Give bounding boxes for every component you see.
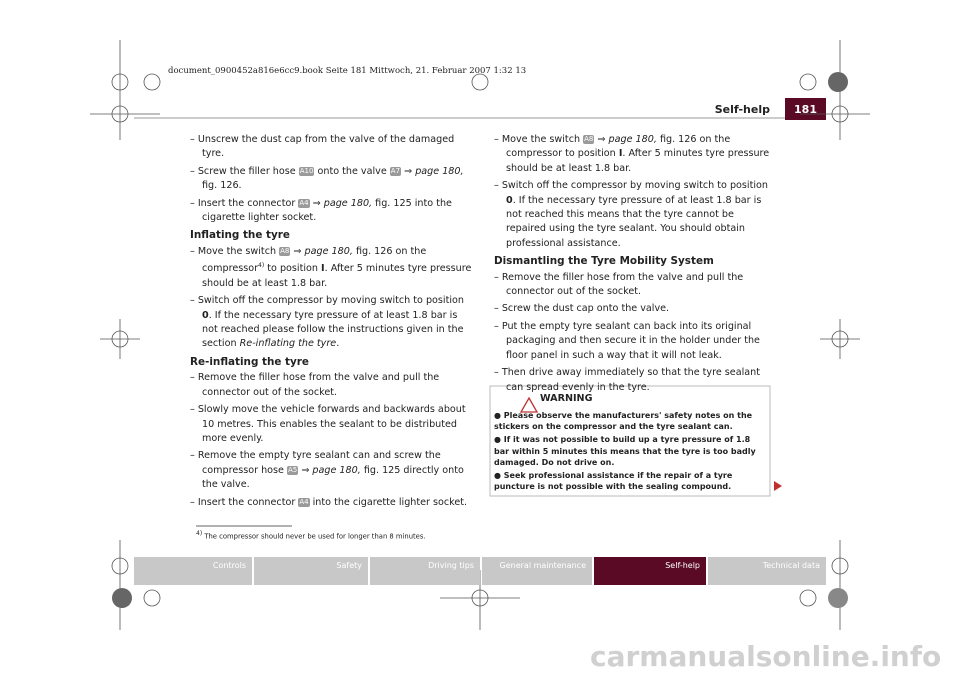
text: – Then drive away immediately so that th…	[494, 367, 760, 393]
text: – Insert the connector	[190, 496, 296, 508]
step: – Unscrew the dust cap from the valve of…	[190, 133, 472, 162]
text: Please observe the manufacturers' safety…	[494, 411, 753, 432]
text: 0	[506, 194, 513, 206]
text: onto the valve	[317, 165, 387, 177]
step: – Insert the connector A4 into the cigar…	[190, 496, 472, 510]
text: .	[336, 338, 340, 350]
warning-item: ● Seek professional assistance if the re…	[494, 471, 733, 492]
badge: A4	[298, 198, 310, 208]
text: – Move the switch	[190, 245, 277, 257]
reference: ⇒ page 180,	[312, 197, 373, 209]
nav-tab[interactable]: Safety	[254, 557, 368, 585]
text: – Put the empty tyre sealant can back in…	[494, 320, 760, 361]
nav-tab[interactable]: Technical data	[708, 557, 826, 585]
nav-tab-active[interactable]: Self-help	[594, 557, 706, 585]
reference: ⇒ page 180,	[597, 134, 657, 145]
badge: A5	[287, 465, 299, 475]
text: . After 5 minutes tyre pressure should b…	[506, 148, 770, 174]
footnote: 4) The compressor should never be used f…	[196, 530, 426, 540]
text: fig. 126 on the compressor	[202, 245, 427, 275]
text: – Slowly move the vehicle forwards and b…	[190, 404, 466, 444]
text: fig. 125 into the cigarette lighter sock…	[202, 197, 452, 224]
text: I	[321, 263, 325, 275]
text: If it was not possible to build up a tyr…	[494, 435, 756, 467]
text: – Screw the dust cap onto the valve.	[494, 303, 670, 315]
text: 0	[202, 309, 209, 321]
step: – Slowly move the vehicle forwards and b…	[190, 403, 472, 446]
file-info: document_0900452a816e6cc9.book Seite 181…	[168, 66, 527, 76]
text: – Move the switch	[494, 134, 581, 145]
warning-list: ● Please observe the manufacturers' safe…	[494, 410, 768, 494]
section-title: Self-help	[714, 103, 770, 116]
left-column: – Unscrew the dust cap from the valve of…	[190, 133, 472, 513]
warning-item: ● If it was not possible to build up a t…	[494, 435, 756, 467]
step: – Insert the connector A4 ⇒ page 180, fi…	[190, 197, 472, 226]
reference: ⇒ page 180,	[301, 464, 361, 476]
footnote-text: The compressor should never be used for …	[204, 532, 426, 541]
text: to position	[267, 263, 318, 275]
step: – Screw the filler hose A10 onto the val…	[190, 165, 472, 194]
text: I	[618, 148, 623, 160]
text: – Screw the filler hose	[190, 165, 296, 177]
step: – Remove the empty tyre sealant can and …	[190, 449, 472, 492]
heading: Dismantling the Tyre Mobility System	[494, 255, 714, 268]
badge: A8	[583, 135, 595, 144]
badge: A7	[389, 166, 402, 176]
text: – Unscrew the dust cap from the valve of…	[190, 134, 455, 160]
nav-tab[interactable]: Driving tips	[370, 557, 480, 585]
text: – Switch off the compressor by moving sw…	[494, 180, 768, 192]
footnote-ref: 4)	[258, 262, 265, 270]
text: – Remove the filler hose from the valve …	[494, 271, 744, 298]
step: – Move the switch A8 ⇒ page 180, fig. 12…	[190, 245, 472, 291]
heading: Inflating the tyre	[190, 229, 290, 242]
badge: A10	[298, 166, 315, 176]
text: Seek professional assistance if the repa…	[494, 471, 733, 492]
reference: ⇒ page 180,	[293, 245, 353, 257]
text: Re-inflating the tyre	[239, 338, 337, 350]
step: – Switch off the compressor by moving sw…	[494, 179, 774, 251]
step: – Screw the dust cap onto the valve.	[494, 302, 774, 316]
step: – Put the empty tyre sealant can back in…	[494, 320, 774, 363]
text: fig. 126.	[202, 180, 242, 192]
warning-title: WARNING	[540, 393, 593, 404]
badge: A8	[279, 246, 291, 256]
watermark: carmanualsonline.info	[590, 640, 942, 673]
step: – Remove the filler hose from the valve …	[494, 271, 774, 300]
text: . If the necessary tyre pressure of at l…	[202, 309, 464, 350]
text: . After 5 minutes tyre pressure should b…	[202, 263, 472, 289]
step: – Then drive away immediately so that th…	[494, 366, 774, 395]
text: – Insert the connector	[190, 197, 296, 209]
text: – Remove the empty tyre sealant can and …	[190, 450, 441, 476]
step: – Remove the filler hose from the valve …	[190, 371, 472, 400]
nav-tab[interactable]: Controls	[134, 557, 252, 585]
footnote-mark: 4)	[196, 530, 203, 537]
warning-item: ● Please observe the manufacturers' safe…	[494, 411, 753, 432]
text: into the cigarette lighter socket.	[312, 496, 468, 508]
text: . If the necessary tyre pressure of at l…	[506, 194, 762, 249]
reference: ⇒ page 180,	[404, 165, 464, 177]
text: – Switch off the compressor by moving sw…	[190, 295, 464, 307]
step: – Switch off the compressor by moving sw…	[190, 294, 472, 352]
nav-tab[interactable]: General maintenance	[482, 557, 592, 585]
badge: A4	[298, 497, 310, 507]
page-number: 181	[794, 103, 817, 116]
text: fig. 126 on the compressor to position	[506, 134, 731, 160]
text: fig. 125 directly onto the valve.	[202, 464, 464, 491]
step: – Move the switch A8 ⇒ page 180, fig. 12…	[494, 133, 774, 176]
heading: Re-inflating the tyre	[190, 355, 309, 368]
text: – Remove the filler hose from the valve …	[190, 372, 440, 398]
right-column: – Move the switch A8 ⇒ page 180, fig. 12…	[494, 133, 774, 398]
